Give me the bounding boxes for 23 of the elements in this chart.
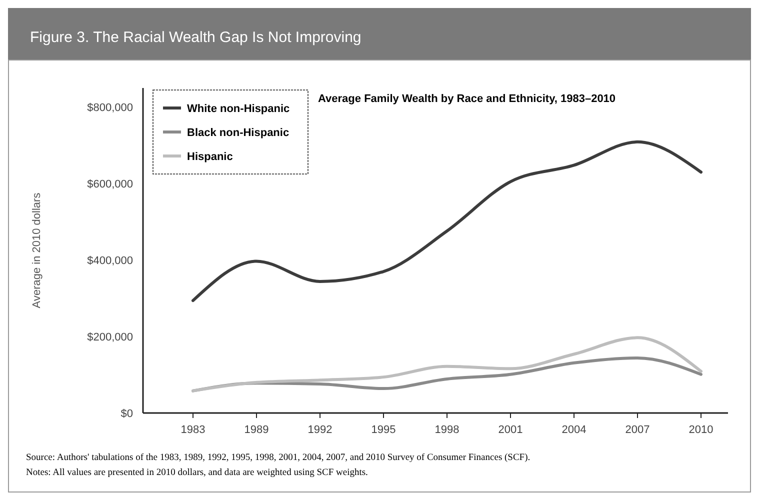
- y-tick-label: $600,000: [87, 178, 133, 190]
- chart-title: Figure 3. The Racial Wealth Gap Is Not Improving: [30, 29, 362, 46]
- y-tick-label: $200,000: [87, 331, 133, 344]
- y-tick-label: $400,000: [87, 254, 133, 267]
- x-tick-label: 1983: [180, 424, 206, 436]
- legend-label: White non-Hispanic: [187, 102, 290, 115]
- x-tick-label: 2004: [562, 424, 586, 436]
- x-tick-label: 2007: [625, 424, 650, 436]
- chart-subtitle: Average Family Wealth by Race and Ethnicity, 1983–2010: [318, 93, 616, 105]
- y-axis-title: Average in 2010 dollars: [31, 192, 43, 308]
- legend-label: Hispanic: [187, 150, 233, 163]
- x-tick-label: 1989: [244, 424, 269, 436]
- x-tick-label: 1998: [434, 424, 460, 436]
- text: Notes: All values are presented in 2010 dollars, and data are weighted using SCF weights.: [26, 468, 368, 478]
- line-series: [192, 336, 702, 392]
- y-tick-label: $800,000: [87, 102, 133, 114]
- x-tick-label: 2010: [688, 424, 714, 436]
- legend-label: Black non-Hispanic: [187, 126, 290, 139]
- source-note: Source: Authors' tabulations of the 1983, 1989, 1992, 1995, 1998, 2001, 2004, 2007, and 2010 Survey of Consumer Finances (SCF).: [26, 453, 530, 463]
- x-tick-label: 1995: [371, 424, 396, 436]
- x-tick-label: 2001: [498, 424, 523, 436]
- x-tick-label: 1992: [308, 424, 332, 436]
- y-tick-label: $0: [120, 408, 133, 420]
